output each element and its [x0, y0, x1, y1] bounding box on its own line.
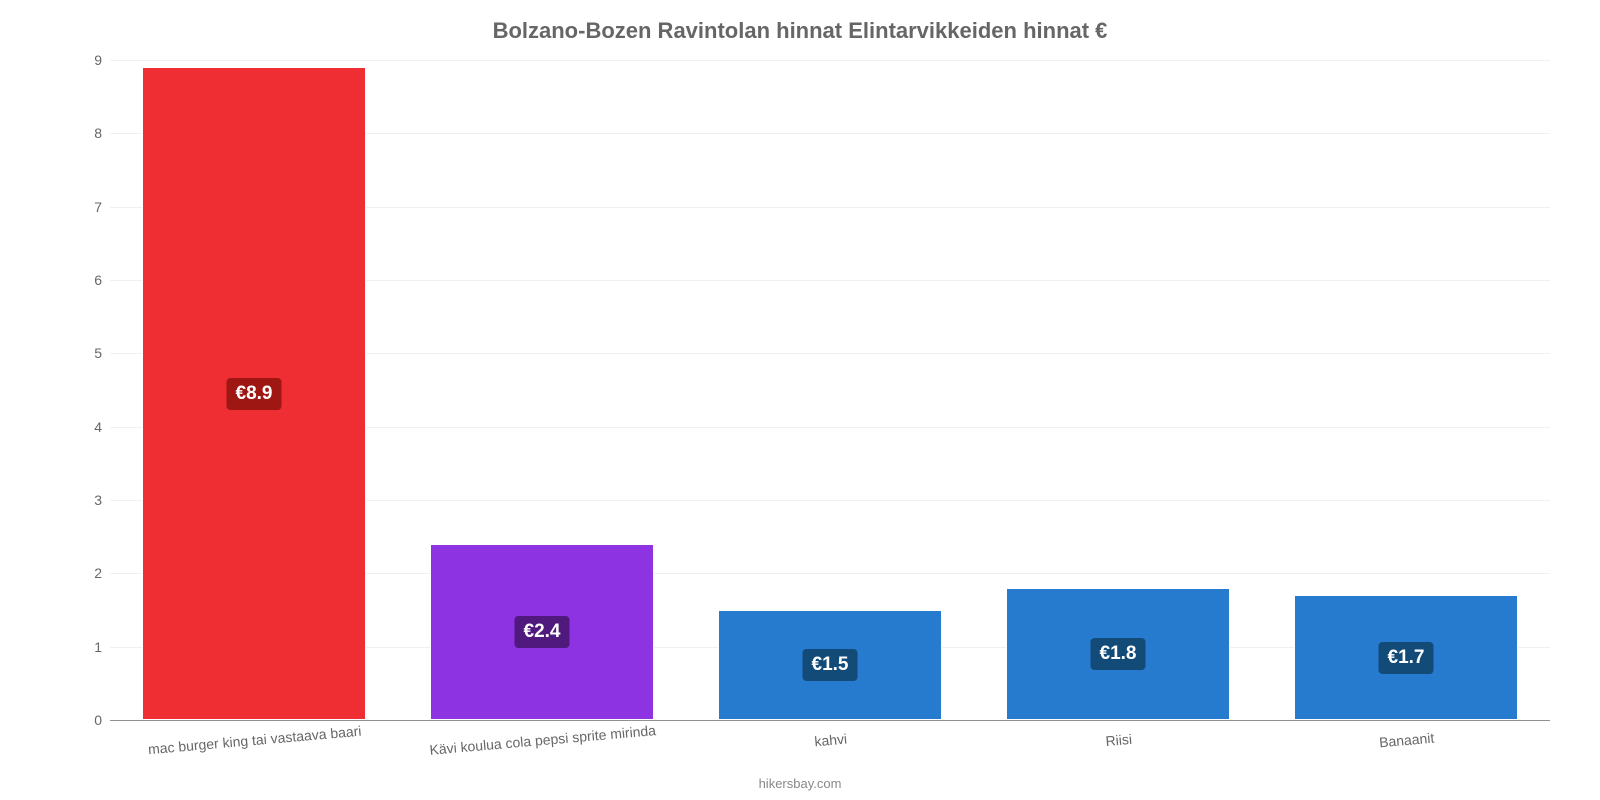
x-tick-label: mac burger king tai vastaava baari	[147, 723, 362, 758]
value-badge: €2.4	[515, 616, 570, 648]
chart-title: Bolzano-Bozen Ravintolan hinnat Elintarv…	[0, 18, 1600, 44]
y-tick-label: 2	[94, 565, 102, 581]
y-tick-label: 9	[94, 52, 102, 68]
value-badge: €1.5	[803, 649, 858, 681]
x-tick-label: kahvi	[814, 731, 848, 750]
x-axis-line	[110, 720, 1550, 721]
plot-area: 0123456789€8.9mac burger king tai vastaa…	[110, 60, 1550, 720]
y-tick-label: 1	[94, 639, 102, 655]
y-tick-label: 0	[94, 712, 102, 728]
x-tick-label: Banaanit	[1378, 730, 1434, 751]
y-tick-label: 7	[94, 199, 102, 215]
y-tick-label: 3	[94, 492, 102, 508]
gridline	[110, 60, 1550, 61]
value-badge: €1.8	[1091, 638, 1146, 670]
y-tick-label: 4	[94, 419, 102, 435]
y-tick-label: 8	[94, 125, 102, 141]
x-tick-label: Riisi	[1105, 731, 1133, 749]
value-badge: €1.7	[1379, 642, 1434, 674]
value-badge: €8.9	[227, 378, 282, 410]
chart-credit: hikersbay.com	[0, 776, 1600, 791]
y-tick-label: 5	[94, 345, 102, 361]
x-tick-label: Kävi koulua cola pepsi sprite mirinda	[429, 722, 657, 758]
y-tick-label: 6	[94, 272, 102, 288]
